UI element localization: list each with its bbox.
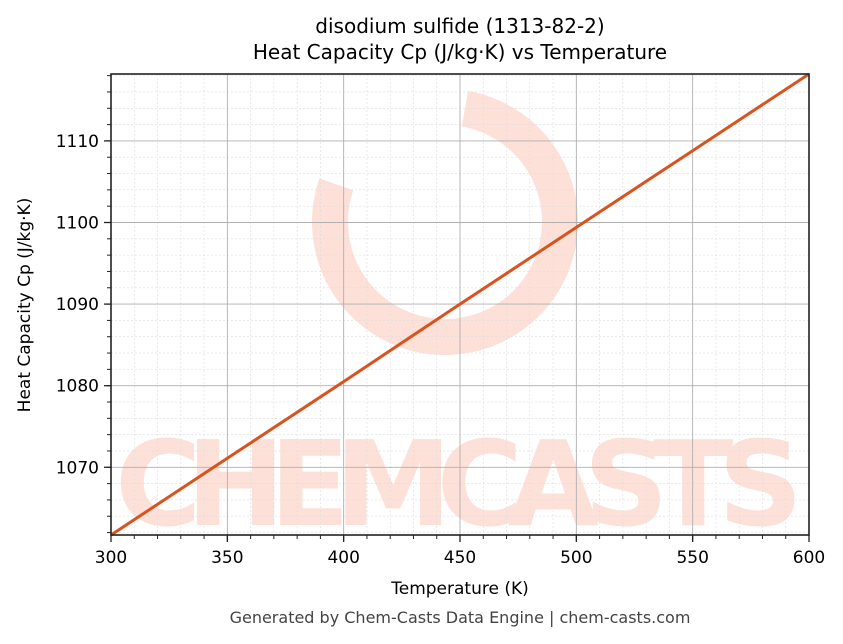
svg-text:CHEMCASTS: CHEMCASTS [115, 415, 805, 553]
data-series [110, 72, 810, 537]
svg-text:550: 550 [676, 548, 708, 568]
series-line [110, 72, 810, 537]
svg-text:1110: 1110 [56, 132, 99, 152]
svg-text:450: 450 [444, 548, 476, 568]
axis-ticks [104, 75, 810, 542]
svg-text:500: 500 [560, 548, 592, 568]
chart-title: disodium sulfide (1313-82-2) [315, 14, 605, 38]
svg-text:1080: 1080 [56, 377, 99, 397]
svg-text:300: 300 [95, 548, 127, 568]
axis-tick-labels: 300 350 400 450 500 550 600 1070 1080 1090 1100 111… [56, 132, 825, 568]
svg-text:400: 400 [327, 548, 359, 568]
x-axis-label: Temperature (K) [390, 579, 529, 599]
svg-text:1100: 1100 [56, 213, 99, 233]
footer-credit: Generated by Chem-Casts Data Engine | ch… [229, 608, 691, 627]
chart-subtitle: Heat Capacity Cp (J/kg·K) vs Temperature [252, 40, 668, 64]
y-axis-label: Heat Capacity Cp (J/kg·K) [15, 198, 35, 413]
watermark-logo: CHEMCASTS [115, 89, 805, 553]
svg-text:350: 350 [211, 548, 243, 568]
svg-text:1090: 1090 [56, 295, 99, 315]
svg-text:600: 600 [793, 548, 825, 568]
svg-text:1070: 1070 [56, 458, 99, 478]
